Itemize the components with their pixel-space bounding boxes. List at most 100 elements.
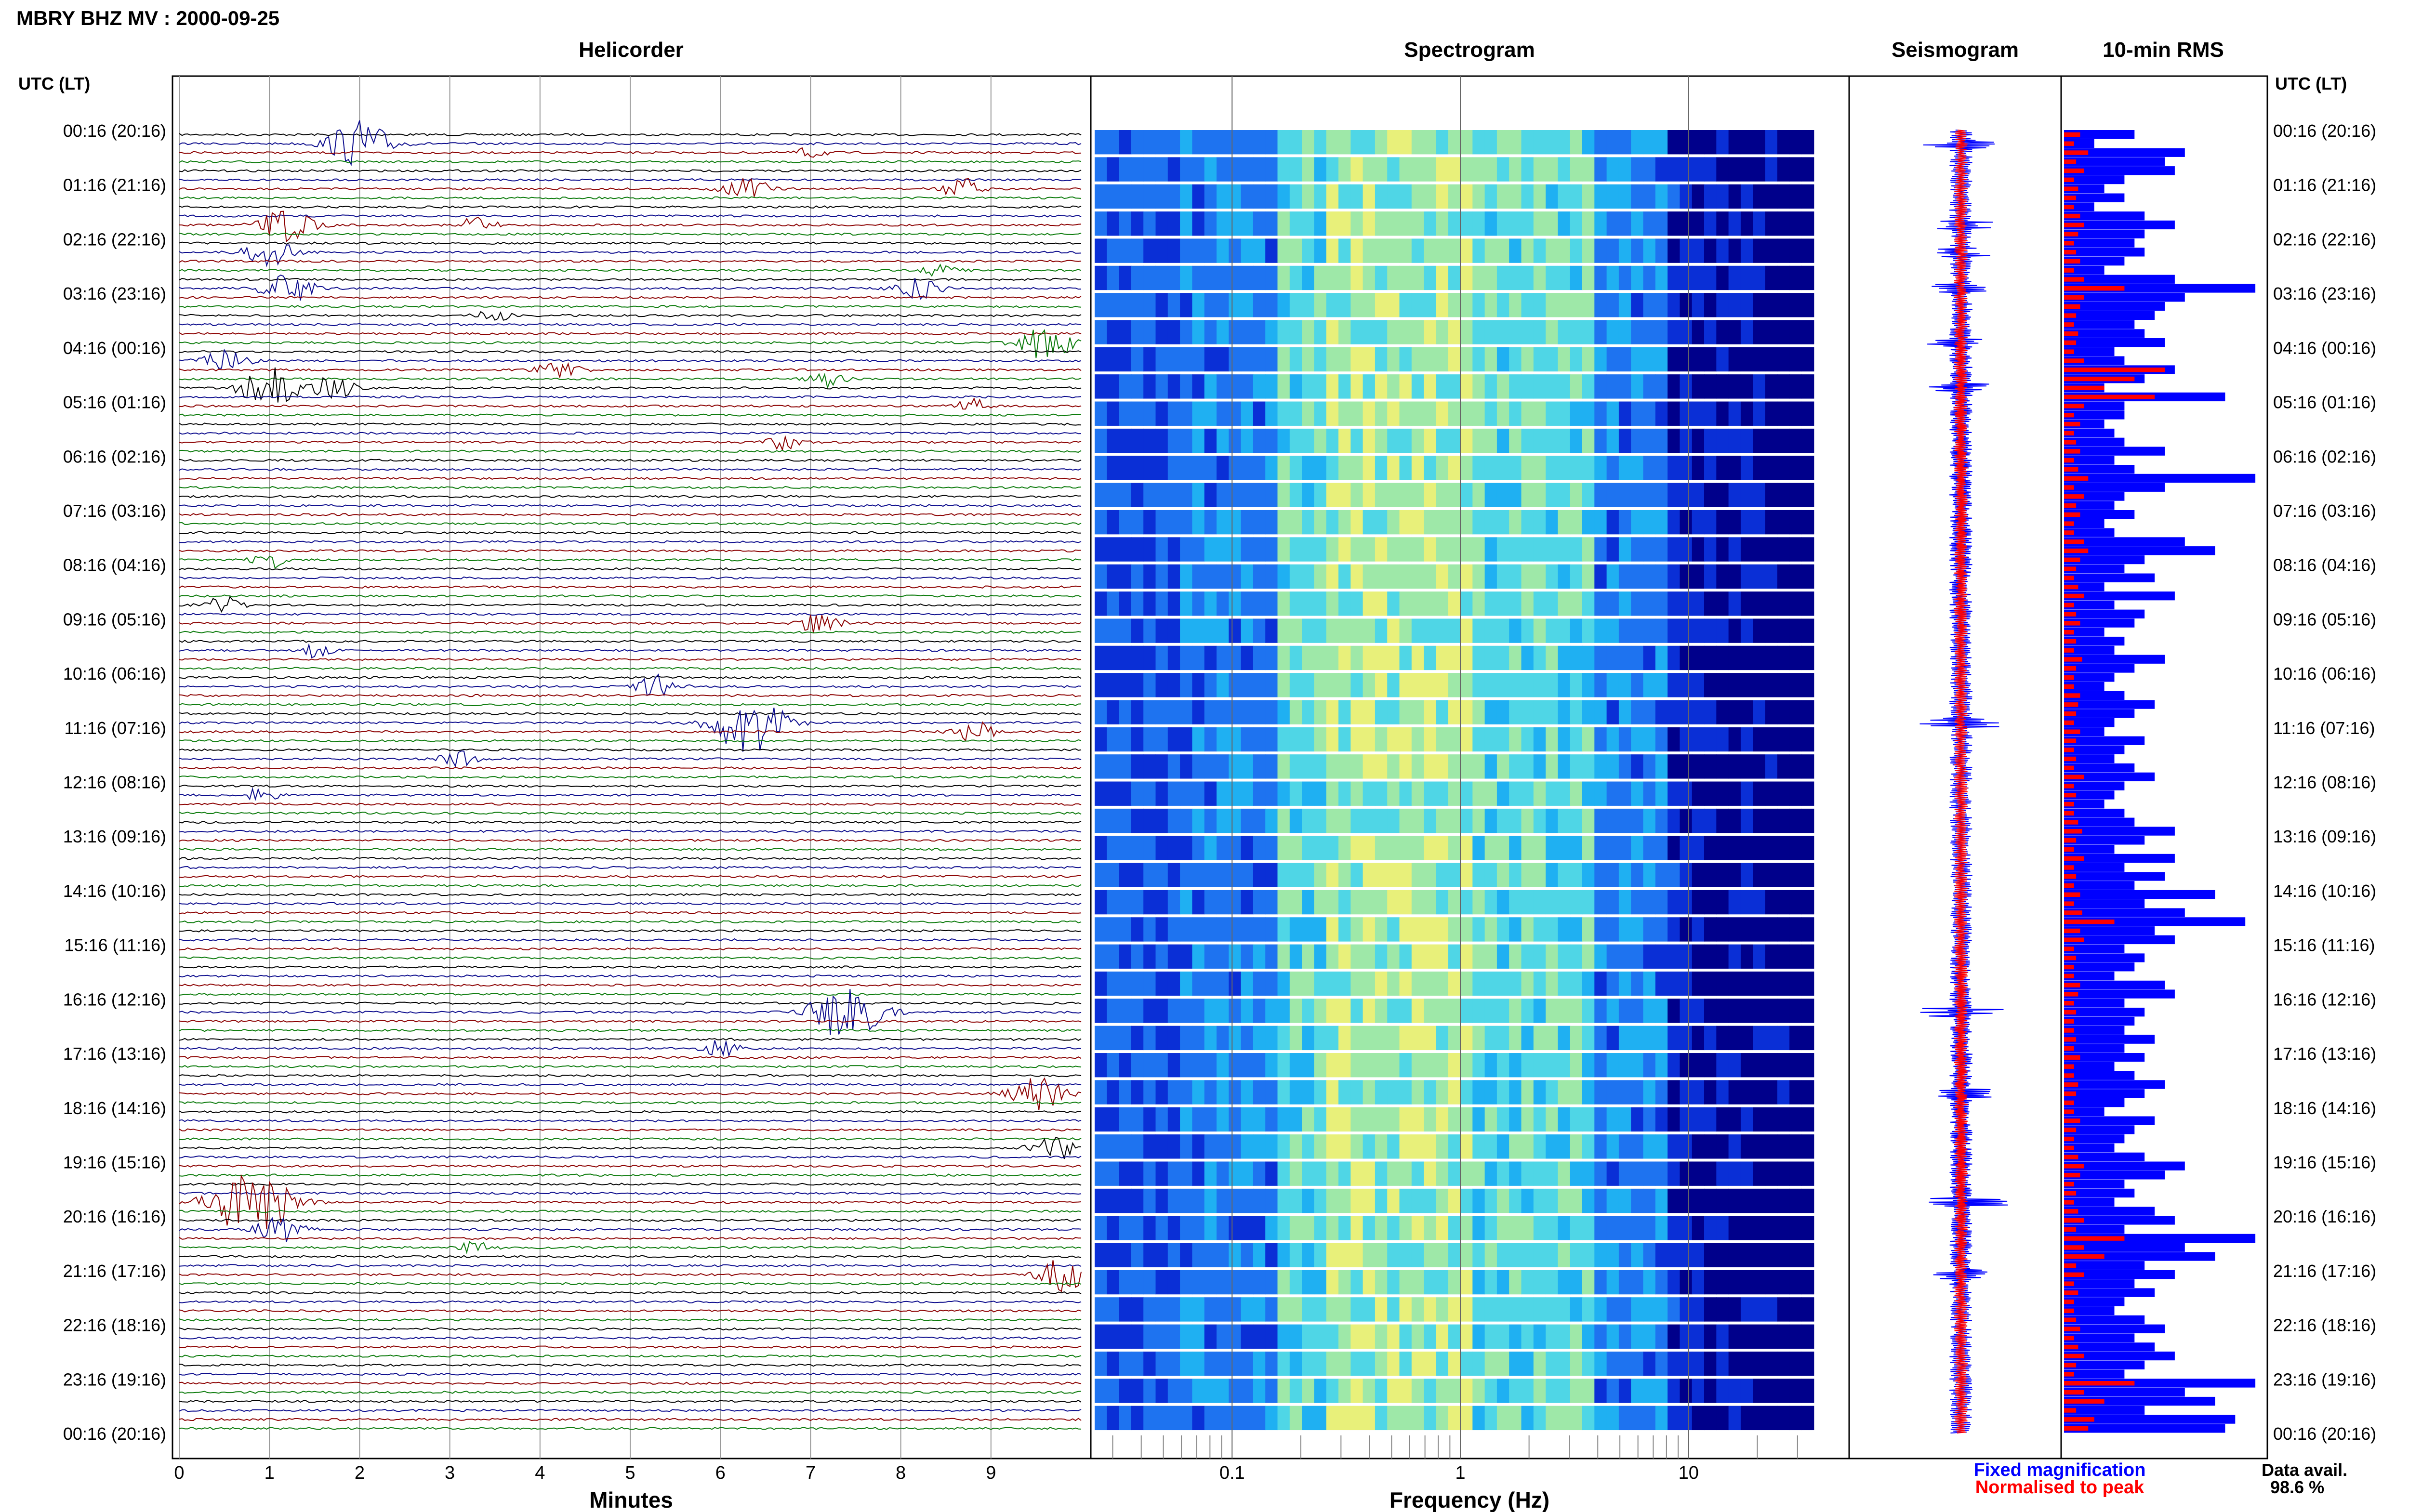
spectrogram-cell [1241,890,1254,915]
spectrogram-cell [1411,456,1424,480]
rms-bar-normalised [2064,223,2084,227]
spectrogram-cell [1716,863,1729,887]
spectrogram-cell [1472,320,1485,344]
spectrogram-cell [1509,999,1522,1023]
spectrogram-cell [1484,157,1497,182]
spectrogram-cell [1728,1379,1741,1403]
helicorder-trace-line [179,1391,1082,1394]
spectrogram-cell [1631,510,1644,535]
spectrogram-cell [1436,1026,1449,1051]
spectrogram-cell [1631,238,1644,263]
spectrogram-cell [1119,130,1132,155]
spectrogram-cell [1143,320,1156,344]
spectrogram-cell [1533,347,1546,372]
spectrogram-cell [1192,808,1205,833]
spectrogram-cell [1765,618,1778,643]
spectrogram-cell [1314,1216,1327,1240]
spectrogram-cell [1692,1188,1705,1213]
spectrogram-cell [1265,999,1278,1023]
spectrogram-cell [1338,836,1351,860]
spectrogram-cell [1728,1351,1741,1376]
spectrogram-cell [1460,184,1473,209]
spectrogram-cell [1582,1243,1595,1267]
spectrogram-cell [1692,1107,1705,1132]
rms-bar-normalised [2064,467,2078,472]
utc-time-label: 09:16 (05:16) [2273,609,2376,629]
spectrogram-cell [1716,971,1729,996]
spectrogram-cell [1606,1270,1619,1295]
spectrogram-cell [1546,727,1558,752]
spectrogram-cell [1643,1026,1656,1051]
spectrogram-cell [1107,537,1120,562]
spectrogram-cell [1728,130,1741,155]
rms-bar-normalised [2064,883,2074,888]
spectrogram-cell [1801,1379,1814,1403]
spectrogram-cell [1643,700,1656,724]
rms-bar-fixed [2064,1089,2145,1098]
spectrogram-cell [1484,347,1497,372]
spectrogram-cell [1496,265,1509,290]
spectrogram-cell [1509,944,1522,969]
spectrogram-cell [1558,157,1571,182]
spectrogram-cell [1302,971,1314,996]
spectrogram-cell [1801,1134,1814,1159]
spectrogram-cell [1107,917,1120,942]
spectrogram-cell [1789,130,1802,155]
spectrogram-cell [1204,320,1217,344]
spectrogram-cell [1229,184,1242,209]
spectrogram-cell [1192,1297,1205,1322]
utc-time-label: 07:16 (03:16) [2273,501,2376,521]
spectrogram-cell [1107,700,1120,724]
spectrogram-cell [1716,1080,1729,1104]
spectrogram-cell [1424,944,1436,969]
spectrogram-cell [1217,1379,1229,1403]
spectrogram-cell [1387,564,1400,589]
spectrogram-cell [1521,428,1534,453]
spectrogram-cell [1680,238,1693,263]
spectrogram-cell [1302,238,1314,263]
spectrogram-cell [1631,1270,1644,1295]
rms-bar-normalised [2064,376,2135,381]
spectrogram-cell [1289,1134,1302,1159]
spectrogram-cell [1338,1270,1351,1295]
helicorder-trace-line [179,522,1082,526]
rms-bar-fixed [2064,1342,2155,1352]
helicorder-trace-line [179,277,1082,281]
spectrogram-cell [1728,1324,1741,1349]
spectrogram-cell [1119,401,1132,426]
spectrogram-cell [1265,537,1278,562]
rms-bar-fixed [2064,473,2256,483]
spectrogram-cell [1801,1297,1814,1322]
spectrogram-cell [1192,700,1205,724]
spectrogram-cell [1680,808,1693,833]
spectrogram-cell [1363,754,1376,779]
spectrogram-cell [1704,293,1717,317]
spectrogram-cell [1484,537,1497,562]
helicorder-trace-line [179,210,1082,243]
utc-time-label: 19:16 (15:16) [2273,1152,2376,1172]
spectrogram-cell [1167,1297,1180,1322]
spectrogram-cell [1338,483,1351,508]
spectrogram-cell [1192,320,1205,344]
spectrogram-bands [1095,130,1814,1431]
spectrogram-cell [1107,1026,1120,1051]
spectrogram-cell [1399,1080,1412,1104]
helicorder-trace-line [179,431,1082,435]
spectrogram-cell [1411,320,1424,344]
spectrogram-cell [1484,1080,1497,1104]
utc-time-label: 17:16 (13:16) [63,1044,166,1064]
spectrogram-cell [1326,320,1339,344]
spectrogram-cell [1546,971,1558,996]
spectrogram-cell [1533,781,1546,806]
spectrogram-cell [1180,1324,1192,1349]
spectrogram-cell [1265,645,1278,671]
spectrogram-cell [1229,510,1242,535]
spectrogram-cell [1107,265,1120,290]
spectrogram-cell [1460,537,1473,562]
spectrogram-cell [1777,1297,1790,1322]
rms-bar-normalised [2064,141,2074,146]
spectrogram-cell [1326,1188,1339,1213]
spectrogram-cell [1753,999,1766,1023]
spectrogram-cell [1375,320,1388,344]
